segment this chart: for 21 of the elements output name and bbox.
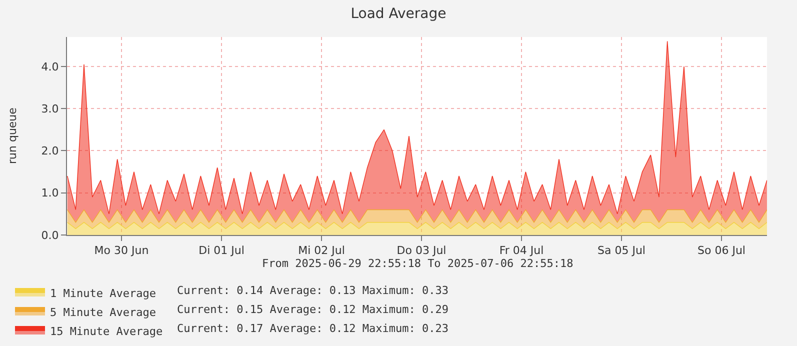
y-tick-label: 3.0 [41,102,59,116]
x-tick-label: Mi 02 Jul [298,244,345,258]
x-tick-label: So 06 Jul [698,244,746,258]
legend-label: 1 Minute Average [50,286,156,300]
y-axis-title: run queue [6,107,19,164]
y-tick-label: 1.0 [41,186,59,200]
x-tick-label: Fr 04 Jul [499,244,544,258]
y-tick-label: 2.0 [41,144,59,158]
x-tick-label: Do 03 Jul [396,244,446,258]
text: Current: 0.14 Average: 0.13 Maximum: 0.33 [177,284,449,297]
x-tick-label: Sa 05 Jul [597,244,646,258]
x-tick-label: Mo 30 Jun [94,244,149,258]
legend-label: 5 Minute Average [50,306,156,319]
y-tick-label: 4.0 [41,60,59,74]
text: Current: 0.17 Average: 0.12 Maximum: 0.23 [177,322,449,335]
y-tick-label: 0.0 [41,228,59,242]
text: Current: 0.15 Average: 0.12 Maximum: 0.29 [177,303,449,316]
legend-label: 15 Minute Average [50,324,163,338]
text: From 2025-06-29 22:55:18 To 2025-07-06 22:55:18 [262,257,574,270]
chart-title: Load Average [350,6,446,22]
x-tick-label: Di 01 Jul [198,244,244,258]
